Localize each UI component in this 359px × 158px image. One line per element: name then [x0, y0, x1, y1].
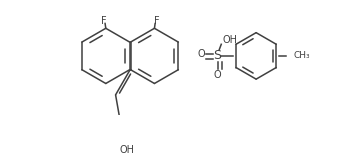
Text: F: F: [101, 16, 106, 26]
Text: CH₃: CH₃: [294, 51, 311, 60]
Text: OH: OH: [223, 35, 238, 45]
Text: O: O: [197, 49, 205, 59]
Text: O: O: [214, 70, 222, 80]
Text: S: S: [213, 49, 221, 62]
Text: F: F: [154, 16, 159, 26]
Text: OH: OH: [120, 145, 135, 155]
